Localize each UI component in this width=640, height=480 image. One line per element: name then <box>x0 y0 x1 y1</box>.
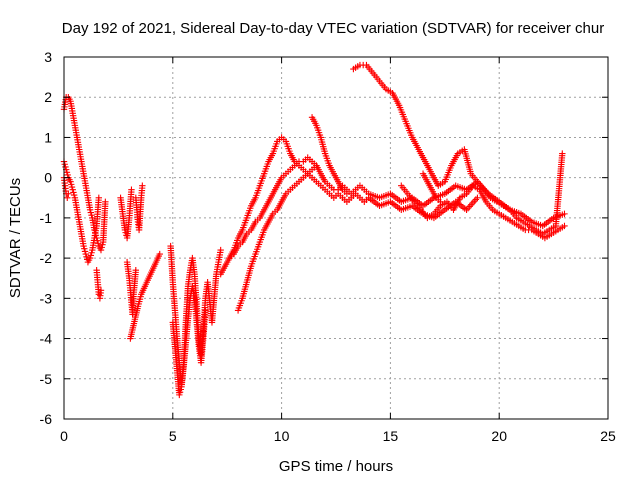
data-point <box>132 266 140 274</box>
data-point <box>561 222 568 230</box>
y-tick-label: -6 <box>40 411 53 427</box>
data-point <box>95 194 103 201</box>
data-point <box>343 190 351 197</box>
data-point <box>64 194 71 201</box>
y-axis-label: SDTVAR / TECUs <box>7 178 24 298</box>
chart-title: Day 192 of 2021, Sidereal Day-to-day VTE… <box>62 20 604 37</box>
x-tick-label: 20 <box>491 428 507 444</box>
y-tick-label: -5 <box>40 371 53 387</box>
series-arc-14 <box>308 114 351 197</box>
series-arc-8 <box>127 250 163 342</box>
data-point <box>139 182 146 189</box>
data-points <box>60 61 568 399</box>
x-tick-label: 10 <box>274 428 290 444</box>
series-arc-7 <box>132 182 146 234</box>
axis-ticks <box>63 56 609 420</box>
x-tick-label: 0 <box>60 428 68 444</box>
series-arc-16 <box>398 182 568 242</box>
data-point <box>202 307 209 314</box>
series-arc-10 <box>169 283 209 399</box>
series-arc-2 <box>60 158 103 266</box>
x-tick-labels: 0 5 10 15 20 25 <box>60 428 616 444</box>
data-point <box>313 162 320 169</box>
x-tick-label: 15 <box>383 428 399 444</box>
data-point <box>559 150 566 157</box>
data-point <box>65 190 72 197</box>
series-arc-15 <box>350 61 566 238</box>
data-point <box>561 210 568 218</box>
series-arc-9 <box>167 242 224 386</box>
series-arc-6 <box>123 258 140 318</box>
series-arc-5 <box>117 186 135 242</box>
grid-lines <box>64 57 608 419</box>
series-arc-4 <box>93 266 105 302</box>
y-tick-label: -1 <box>40 210 53 226</box>
series-arc-12 <box>226 134 481 262</box>
y-tick-label: 2 <box>44 89 52 105</box>
data-point <box>97 287 105 294</box>
data-point <box>102 198 109 205</box>
plot-frame <box>63 56 609 420</box>
data-point <box>474 194 481 201</box>
y-tick-labels: -6 -5 -4 -3 -2 -1 0 1 2 3 <box>40 49 53 427</box>
series-arc-13 <box>234 162 320 314</box>
y-tick-label: 1 <box>44 129 52 145</box>
data-point <box>437 198 444 205</box>
x-axis-label: GPS time / hours <box>279 458 393 475</box>
y-tick-label: 0 <box>44 170 52 186</box>
data-point <box>128 186 135 193</box>
y-tick-label: 3 <box>44 49 52 65</box>
data-point <box>217 246 224 254</box>
y-tick-label: -2 <box>40 250 53 266</box>
x-tick-label: 5 <box>169 428 177 444</box>
y-tick-label: -4 <box>40 331 53 347</box>
y-tick-label: -3 <box>40 290 53 306</box>
data-point <box>156 250 163 258</box>
series-arc-17 <box>419 170 444 205</box>
x-tick-label: 25 <box>600 428 616 444</box>
